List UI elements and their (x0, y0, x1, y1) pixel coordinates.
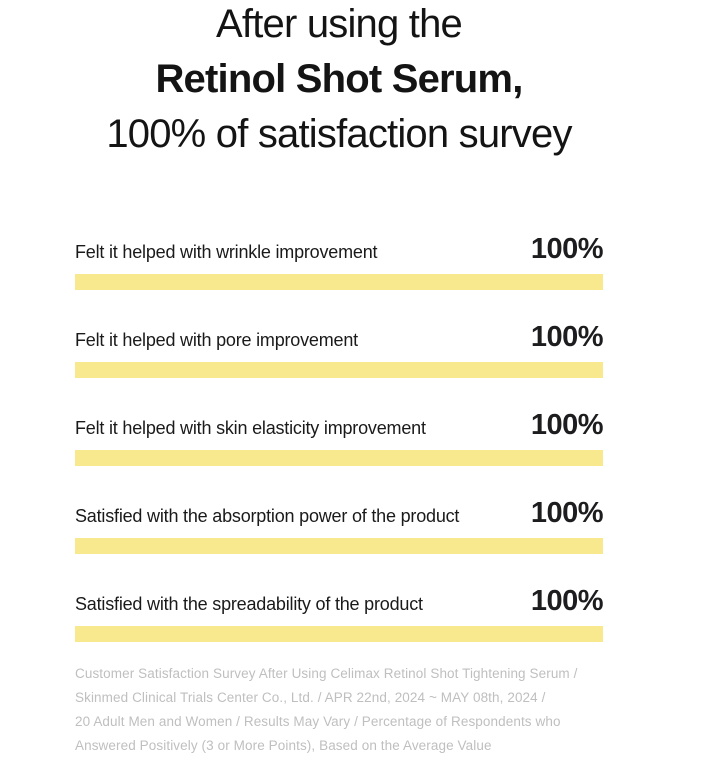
survey-row-label: Satisfied with the spreadability of the … (75, 594, 423, 614)
survey-row-value: 100% (530, 409, 604, 441)
survey-row-pore: Felt it helped with pore improvement 100… (75, 321, 604, 378)
survey-row-absorption: Satisfied with the absorption power of t… (75, 497, 604, 554)
survey-row-label: Felt it helped with skin elasticity impr… (75, 418, 426, 438)
survey-row-spreadability: Satisfied with the spreadability of the … (75, 585, 604, 642)
bar-track (75, 362, 603, 378)
survey-row-elasticity: Felt it helped with skin elasticity impr… (75, 409, 604, 466)
disclaimer-line: Skinmed Clinical Trials Center Co., Ltd.… (75, 690, 546, 705)
bar-fill (75, 450, 603, 466)
bar-track (75, 274, 603, 290)
survey-results-list: Felt it helped with wrinkle improvement … (75, 233, 604, 642)
page-title: After using the Retinol Shot Serum, 100%… (75, 0, 603, 162)
bar-track (75, 450, 603, 466)
disclaimer-line: Customer Satisfaction Survey After Using… (75, 666, 578, 681)
disclaimer-line: 20 Adult Men and Women / Results May Var… (75, 714, 561, 729)
title-line-3: 100% of satisfaction survey (106, 112, 572, 156)
bar-fill (75, 626, 603, 642)
survey-row-wrinkle: Felt it helped with wrinkle improvement … (75, 233, 604, 290)
bar-fill (75, 274, 603, 290)
survey-row-value: 100% (530, 321, 604, 353)
survey-row-label: Felt it helped with pore improvement (75, 330, 358, 350)
bar-track (75, 626, 603, 642)
survey-row-label: Satisfied with the absorption power of t… (75, 506, 460, 526)
bar-fill (75, 538, 603, 554)
survey-row-value: 100% (530, 497, 604, 529)
title-line-1: After using the (216, 2, 463, 46)
title-line-2-product-name: Retinol Shot Serum, (155, 57, 523, 101)
bar-fill (75, 362, 603, 378)
survey-row-label: Felt it helped with wrinkle improvement (75, 242, 378, 262)
disclaimer-line: Answered Positively (3 or More Points), … (75, 738, 492, 753)
survey-disclaimer: Customer Satisfaction Survey After Using… (75, 662, 577, 758)
bar-track (75, 538, 603, 554)
survey-row-value: 100% (530, 585, 604, 617)
survey-row-value: 100% (530, 233, 604, 265)
